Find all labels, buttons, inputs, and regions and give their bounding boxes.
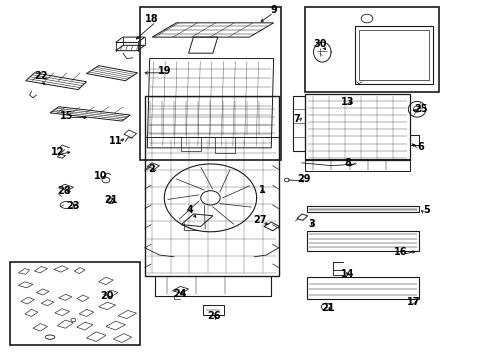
Text: 5: 5 [423,205,429,215]
Bar [332,270,343,275]
Bar [140,7,281,160]
Text: 29: 29 [297,174,310,184]
Text: 15: 15 [60,111,74,121]
Text: 8: 8 [344,158,350,168]
Text: 11: 11 [109,136,122,146]
Text: 16: 16 [393,247,407,257]
Text: 6: 6 [416,142,423,152]
Text: 10: 10 [94,171,107,181]
Text: 1: 1 [259,185,265,195]
Text: 28: 28 [57,186,70,197]
Text: 27: 27 [253,215,266,225]
Text: 22: 22 [35,71,48,81]
Bar [203,305,223,315]
Text: 2: 2 [148,163,155,174]
Bar [358,30,428,80]
Text: 9: 9 [270,5,277,15]
Text: 17: 17 [406,297,420,307]
Text: 19: 19 [157,66,171,76]
Text: 26: 26 [207,311,221,321]
Bar [305,7,438,93]
Text: 20: 20 [101,291,114,301]
Text: 23: 23 [66,201,80,211]
Text: 18: 18 [145,14,159,24]
Bar [10,262,140,345]
Text: 3: 3 [307,219,314,229]
Text: 12: 12 [50,147,64,157]
Text: 14: 14 [340,269,354,279]
Text: 21: 21 [321,303,334,313]
Text: 24: 24 [173,289,187,298]
Text: 7: 7 [293,113,300,123]
Text: 21: 21 [104,195,117,204]
Text: 25: 25 [413,104,427,114]
Text: 13: 13 [340,97,354,107]
Text: 4: 4 [186,205,193,215]
Text: 30: 30 [312,39,326,49]
